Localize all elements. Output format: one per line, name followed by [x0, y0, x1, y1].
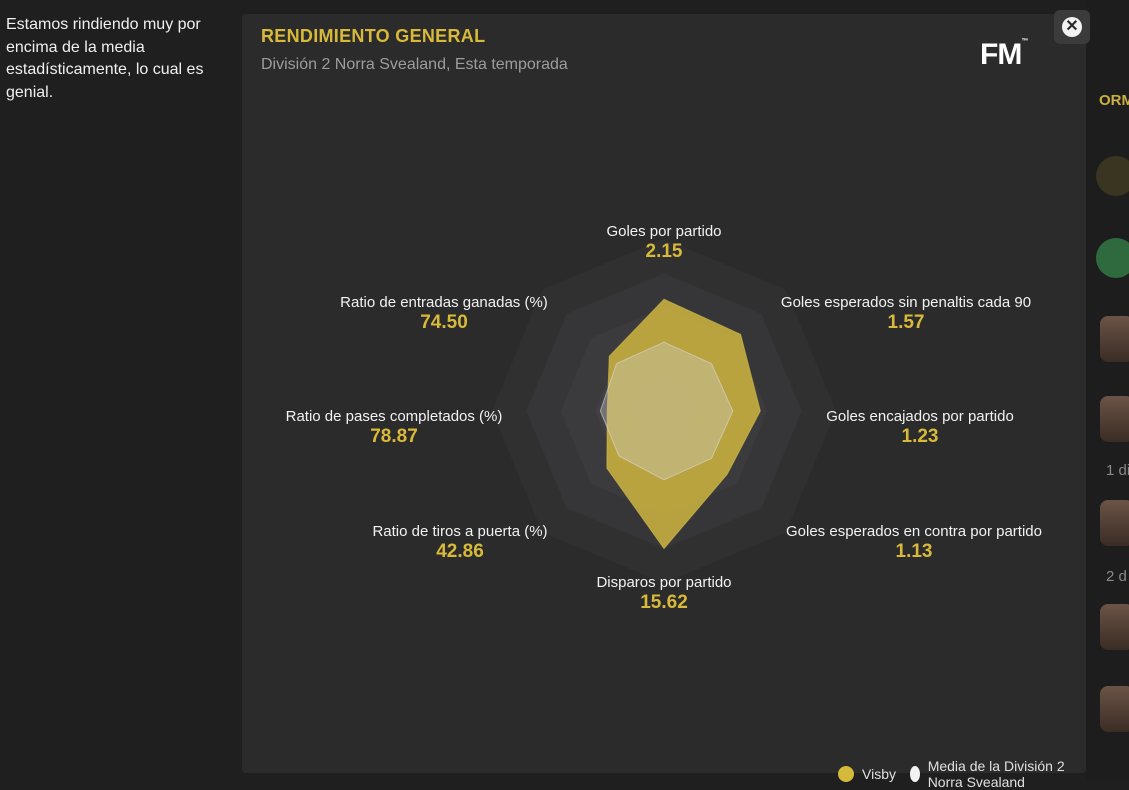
legend-dot-icon	[838, 766, 854, 782]
avatar	[1100, 316, 1129, 362]
performance-panel: RENDIMIENTO GENERAL División 2 Norra Sve…	[242, 14, 1086, 790]
fm-logo-text: FM	[980, 38, 1022, 71]
axis-value: 78.87	[370, 426, 418, 447]
axis-value: 1.13	[896, 541, 933, 562]
avatar	[1100, 500, 1129, 546]
legend-label-team: Visby	[862, 766, 896, 782]
axis-value: 74.50	[420, 312, 468, 333]
avatar	[1100, 396, 1129, 442]
axis-value: 42.86	[436, 541, 484, 562]
form-header-fragment: ORM	[1099, 92, 1129, 109]
axis-value: 1.23	[902, 426, 939, 447]
close-button[interactable]: ✕	[1054, 10, 1090, 44]
avatar	[1100, 686, 1129, 732]
series-area-team	[606, 298, 761, 550]
panel-subtitle: División 2 Norra Svealand, Esta temporad…	[261, 56, 568, 73]
chart-legend: Visby Media de la División 2 Norra Sveal…	[838, 758, 1086, 790]
avatar	[1100, 604, 1129, 650]
legend-item-team: Visby	[838, 766, 896, 782]
club-badge	[1096, 238, 1129, 278]
insight-tooltip: Estamos rindiendo muy por encima de la m…	[6, 14, 236, 104]
club-badge	[1096, 156, 1129, 196]
axis-value: 15.62	[640, 592, 688, 613]
panel-title: RENDIMIENTO GENERAL	[261, 26, 486, 46]
axis-label: Disparos por partido	[596, 574, 731, 591]
legend-item-average: Media de la División 2 Norra Svealand	[909, 758, 1072, 790]
axis-label: Goles por partido	[606, 223, 721, 240]
axis-label: Ratio de pases completados (%)	[286, 408, 503, 425]
axis-label: Goles esperados sin penaltis cada 90	[781, 294, 1031, 311]
axis-label: Ratio de entradas ganadas (%)	[340, 294, 548, 311]
axis-label: Goles encajados por partido	[826, 408, 1014, 425]
axis-label: Goles esperados en contra por partido	[786, 523, 1042, 540]
series-area-average	[599, 341, 734, 481]
insight-text: Estamos rindiendo muy por encima de la m…	[6, 16, 204, 101]
axis-label: Ratio de tiros a puerta (%)	[372, 523, 547, 540]
background-list: ORM 1 di 2 d	[1086, 0, 1129, 781]
list-text: 1 di	[1106, 462, 1129, 479]
close-icon: ✕	[1062, 17, 1082, 37]
fm-logo: FM™	[980, 38, 1029, 71]
list-text: 2 d	[1106, 568, 1127, 585]
axis-value: 2.15	[646, 241, 683, 262]
axis-value: 1.57	[888, 312, 925, 333]
legend-label-average: Media de la División 2 Norra Svealand	[927, 758, 1065, 790]
legend-dot-icon	[909, 766, 920, 782]
